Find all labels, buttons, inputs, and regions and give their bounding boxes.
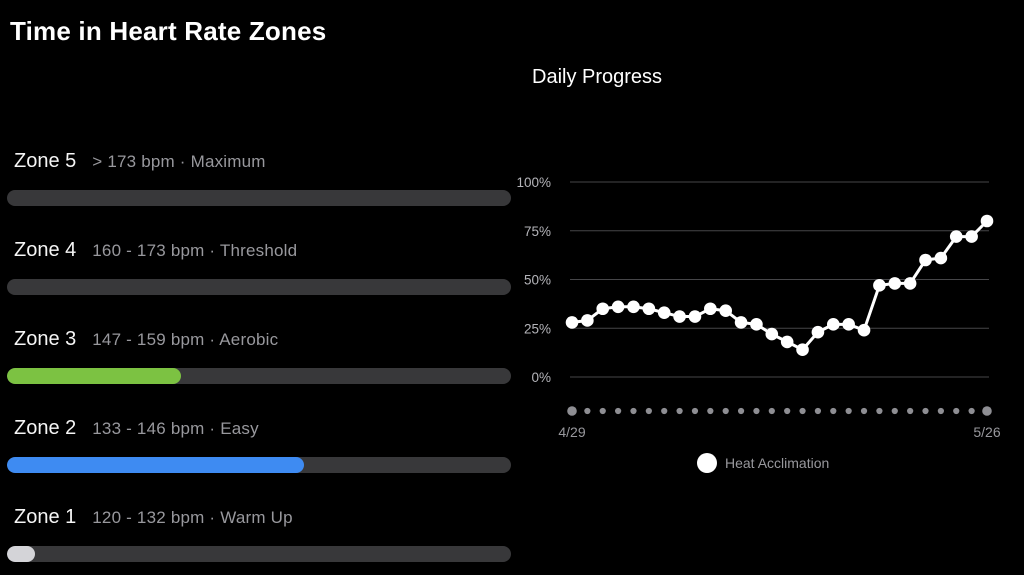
x-axis-dot xyxy=(953,407,960,415)
x-axis-dot xyxy=(968,407,975,415)
y-tick-25: 25% xyxy=(524,321,551,336)
data-point xyxy=(873,279,886,292)
zone-1-progress-bar xyxy=(7,546,511,562)
x-axis-dot xyxy=(814,407,822,415)
x-axis-dot xyxy=(753,407,760,415)
x-axis-dot xyxy=(661,407,668,415)
zone-row-2: Zone 2 133 - 146 bpm · Easy xyxy=(7,417,511,473)
zone-2-label: Zone 2 xyxy=(14,417,77,439)
data-point xyxy=(826,318,840,331)
x-axis-dot xyxy=(584,407,591,415)
x-axis-dot xyxy=(860,407,868,415)
x-axis-dot xyxy=(845,407,852,415)
x-label-start: 4/29 xyxy=(558,424,585,440)
zone-5-range: > 173 bpm · Maximum xyxy=(92,152,266,171)
data-point xyxy=(581,314,594,327)
data-point xyxy=(903,277,917,290)
x-axis-dot xyxy=(615,407,622,415)
x-axis-dot xyxy=(722,407,729,415)
zone-5-label: Zone 5 xyxy=(14,150,77,172)
data-line xyxy=(571,219,989,352)
y-tick-0: 0% xyxy=(531,370,551,385)
x-axis-dot xyxy=(876,407,883,415)
zone-2-range: 133 - 146 bpm · Easy xyxy=(92,419,259,438)
data-point xyxy=(949,230,963,243)
zone-1-progress-fill xyxy=(7,546,35,562)
zone-1-label: Zone 1 xyxy=(14,506,77,528)
data-point xyxy=(796,343,809,356)
x-axis-dot xyxy=(891,407,898,415)
x-axis-dot xyxy=(676,407,683,415)
chart-gridlines xyxy=(570,181,989,378)
data-point xyxy=(719,304,732,317)
daily-progress-chart: 100% 75% 50% 25% 0% 4/29 5/26 Heat Accli… xyxy=(516,175,1001,473)
data-point xyxy=(780,335,794,349)
x-axis-dot xyxy=(982,406,992,416)
zone-row-5: Zone 5 > 173 bpm · Maximum xyxy=(7,150,511,206)
data-point xyxy=(888,277,902,290)
zone-3-progress-bar xyxy=(7,368,511,384)
x-axis-dot xyxy=(707,407,714,415)
chart-legend: Heat Acclimation xyxy=(697,453,829,473)
x-axis-dot xyxy=(768,407,775,415)
x-axis-dots xyxy=(567,406,992,416)
zone-row-1: Zone 1 120 - 132 bpm · Warm Up xyxy=(7,506,511,562)
y-tick-75: 75% xyxy=(524,224,551,239)
data-point xyxy=(673,310,686,323)
zone-3-range: 147 - 159 bpm · Aerobic xyxy=(92,330,279,349)
zone-4-range: 160 - 173 bpm · Threshold xyxy=(92,241,298,260)
zone-2-progress-fill xyxy=(7,457,305,473)
x-label-end: 5/26 xyxy=(973,424,1000,440)
x-axis-dot xyxy=(907,407,914,415)
data-point xyxy=(965,230,978,243)
data-point xyxy=(765,327,779,341)
zone-2-progress-bar xyxy=(7,457,511,473)
data-point xyxy=(688,310,702,323)
data-point xyxy=(980,214,994,228)
data-point xyxy=(857,323,871,337)
x-axis-dot xyxy=(567,406,577,416)
x-axis-dot xyxy=(737,407,745,415)
data-point xyxy=(704,302,717,316)
zone-5-progress-bar xyxy=(7,190,511,206)
legend-marker-icon xyxy=(697,453,717,473)
data-point xyxy=(565,316,579,329)
data-point xyxy=(811,325,825,339)
x-axis-dot xyxy=(630,407,637,415)
x-axis-dot xyxy=(799,407,806,415)
zone-3-label: Zone 3 xyxy=(14,328,77,350)
zone-row-3: Zone 3 147 - 159 bpm · Aerobic xyxy=(7,328,511,384)
data-point xyxy=(596,302,610,316)
data-point xyxy=(627,300,640,314)
x-axis-dot xyxy=(645,407,652,415)
x-axis-dot xyxy=(922,407,929,415)
x-axis-dot xyxy=(599,407,606,415)
data-point xyxy=(919,253,932,267)
zone-1-range: 120 - 132 bpm · Warm Up xyxy=(92,508,293,527)
zone-4-label: Zone 4 xyxy=(14,239,77,261)
data-point xyxy=(657,306,671,319)
chart-title: Daily Progress xyxy=(532,66,663,88)
y-tick-50: 50% xyxy=(524,273,551,288)
data-point xyxy=(611,300,625,314)
zone-3-progress-fill xyxy=(7,368,181,384)
x-axis-dot xyxy=(830,407,837,415)
zone-row-4: Zone 4 160 - 173 bpm · Threshold xyxy=(7,239,511,295)
data-point xyxy=(750,318,763,331)
x-axis-dot xyxy=(937,407,944,415)
x-axis-dot xyxy=(691,407,699,415)
data-point xyxy=(734,316,748,329)
page-title: Time in Heart Rate Zones xyxy=(10,16,327,46)
legend-label: Heat Acclimation xyxy=(725,455,829,471)
y-tick-100: 100% xyxy=(516,175,551,190)
zone-4-progress-bar xyxy=(7,279,511,295)
data-line-layer xyxy=(571,219,989,352)
data-point xyxy=(934,251,948,265)
data-point xyxy=(642,302,656,316)
data-point xyxy=(842,318,855,331)
data-point-layer xyxy=(565,214,994,356)
x-axis-dot xyxy=(784,407,791,415)
